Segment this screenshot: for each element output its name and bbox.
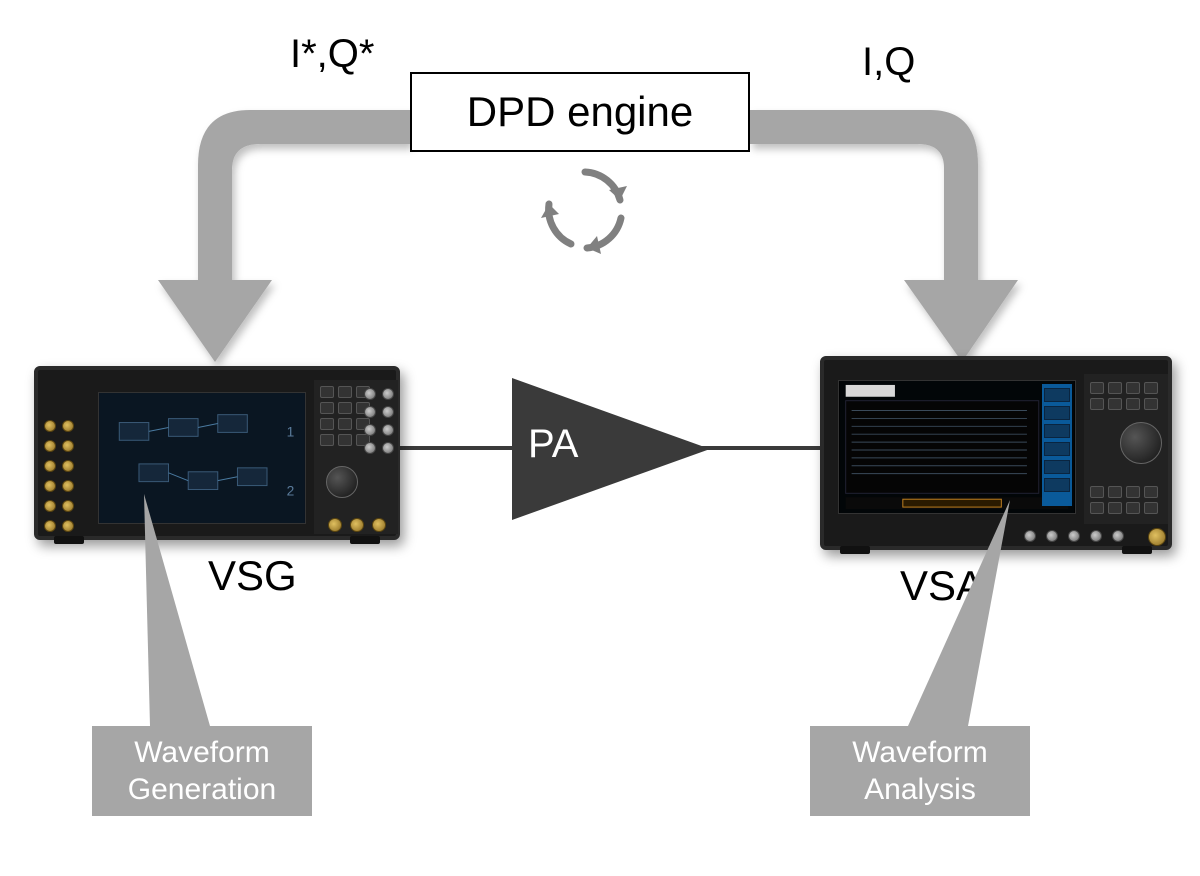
callout-line: Waveform (128, 734, 276, 772)
callout-line: Generation (128, 771, 276, 809)
waveform-analysis-callout: Waveform Analysis (810, 726, 1030, 816)
callout-line: Waveform (852, 734, 988, 772)
diagram-canvas: I*,Q* I,Q DPD engine PA (0, 0, 1200, 876)
waveform-generation-callout: Waveform Generation (92, 726, 312, 816)
callout-line: Analysis (852, 771, 988, 809)
